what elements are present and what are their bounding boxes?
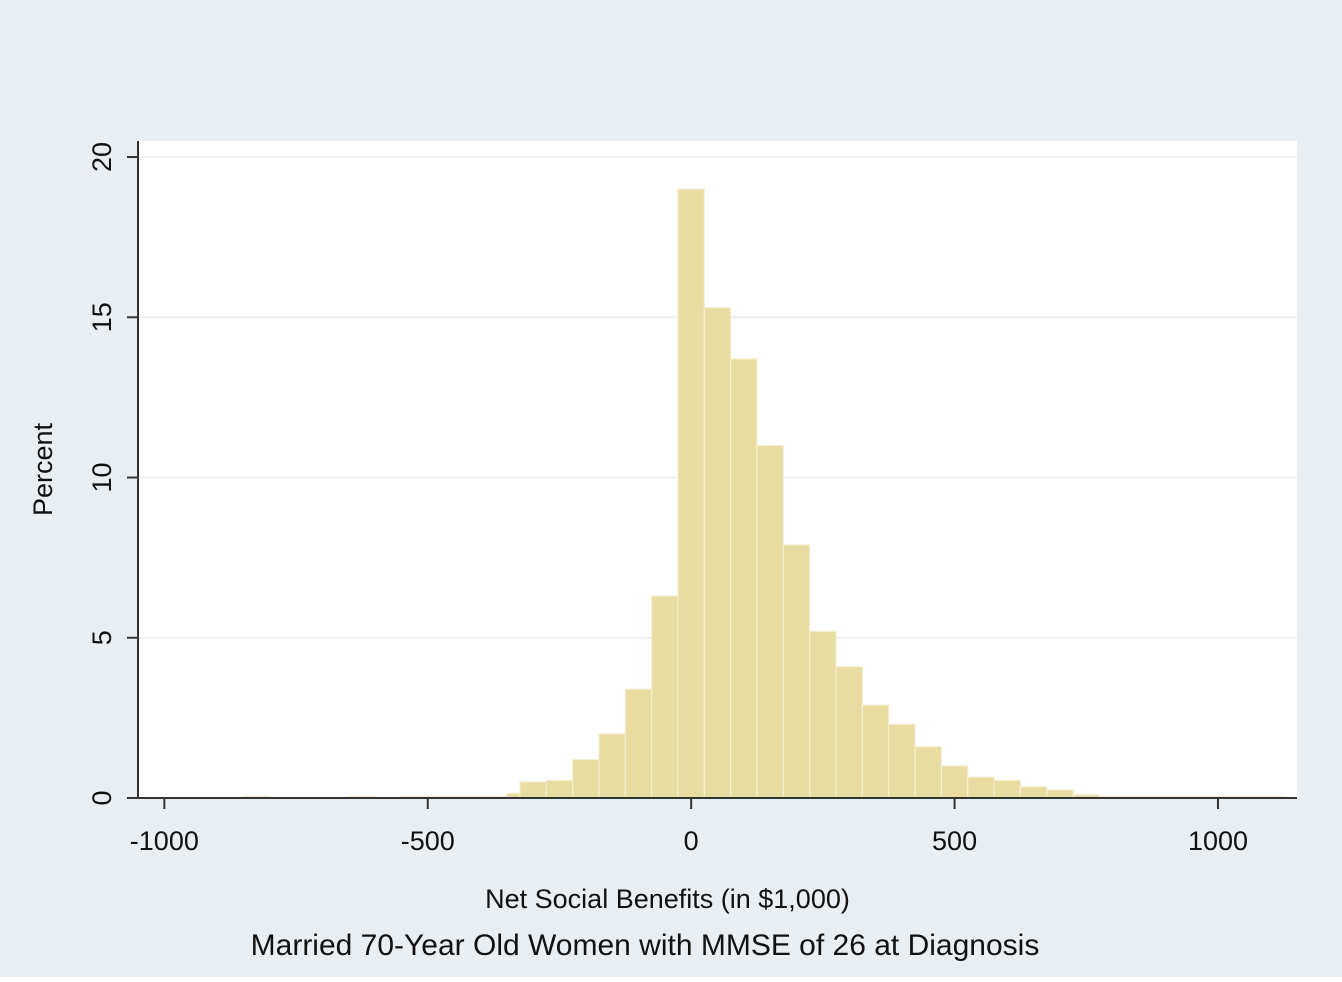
histogram-bar	[993, 779, 1022, 799]
histogram-bar	[940, 765, 969, 799]
axes	[127, 141, 1297, 809]
x-tick-label: -1000	[130, 826, 199, 856]
histogram-bar	[809, 630, 837, 799]
histogram-bars	[242, 188, 1285, 799]
x-tick-label: 0	[684, 826, 699, 856]
histogram-bar	[598, 733, 626, 799]
histogram-bar	[888, 723, 916, 799]
y-tick-label: 0	[87, 790, 117, 805]
histogram-bar	[624, 688, 653, 799]
histogram-bar	[730, 358, 758, 799]
histogram-bar	[651, 595, 679, 799]
y-axis-label: Percent	[28, 422, 58, 516]
histogram-bar	[914, 746, 942, 799]
histogram-bar	[703, 307, 732, 799]
x-tick-label: -500	[401, 826, 455, 856]
histogram-bar	[1019, 786, 1048, 799]
histogram-bar	[835, 665, 863, 799]
chart-caption: Married 70-Year Old Women with MMSE of 2…	[251, 929, 1040, 962]
y-tick-label: 20	[87, 142, 117, 172]
histogram-bar	[756, 444, 784, 799]
histogram-bar	[519, 781, 547, 799]
x-axis-label: Net Social Benefits (in $1,000)	[485, 884, 850, 914]
x-tick-label: 1000	[1188, 826, 1248, 856]
y-tick-label: 10	[87, 462, 117, 492]
histogram-bar	[677, 188, 705, 799]
tick-labels: 0 5 10 15 20 -1000 -500 0 500 1000	[87, 142, 1248, 856]
histogram-bar	[545, 779, 574, 799]
y-tick-label: 15	[87, 302, 117, 332]
histogram-bar	[782, 544, 811, 799]
histogram-bar	[967, 776, 995, 799]
histogram-bar	[861, 704, 890, 799]
x-tick-label: 500	[932, 826, 977, 856]
y-tick-label: 5	[87, 630, 117, 645]
histogram-bar	[572, 758, 600, 799]
histogram-bar	[1046, 789, 1074, 799]
